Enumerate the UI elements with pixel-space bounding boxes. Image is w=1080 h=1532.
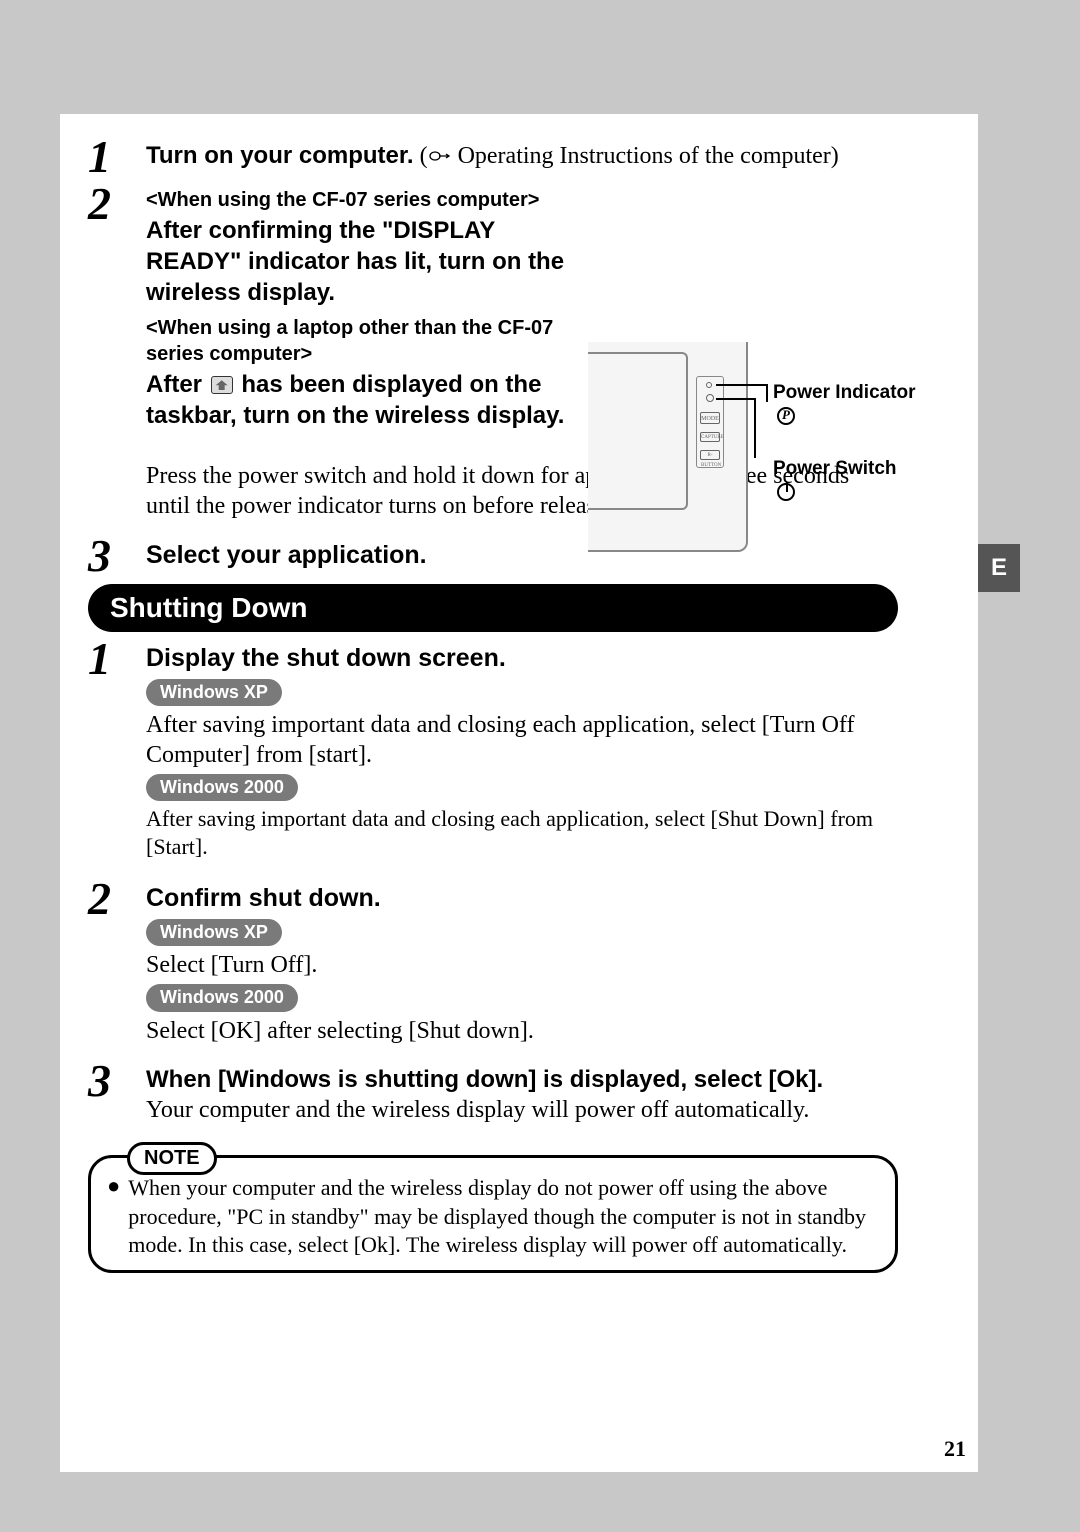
- windows-2000-pill: Windows 2000: [146, 774, 298, 801]
- page-number: 21: [944, 1436, 966, 1462]
- callout-power-switch: Power Switch: [773, 458, 918, 504]
- capture-button: CAPTURE: [700, 432, 720, 442]
- step-body: <When using the CF-07 series computer> A…: [146, 187, 586, 431]
- device-illustration: MODE CAPTURE R-BUTTON Power Indicator Po…: [588, 342, 918, 562]
- step-body: Display the shut down screen. Windows XP…: [146, 642, 898, 860]
- step-body: Confirm shut down. Windows XP Select [Tu…: [146, 882, 898, 1045]
- step-2-lower: 2 Confirm shut down. Windows XP Select […: [88, 882, 898, 1045]
- step-3-lead: Select your application.: [146, 541, 427, 569]
- windows-2000-pill: Windows 2000: [146, 984, 298, 1011]
- callout-line: [754, 398, 756, 458]
- step-2-sub2: <When using a laptop other than the CF-0…: [146, 315, 586, 367]
- side-tab: E: [978, 544, 1020, 592]
- step-1-lower-title: Display the shut down screen.: [146, 642, 898, 675]
- step-3-lower: 3 When [Windows is shutting down] is dis…: [88, 1064, 898, 1125]
- pointing-hand-icon: [428, 142, 450, 173]
- callout-power-indicator: Power Indicator: [773, 382, 918, 428]
- mode-button: MODE: [700, 412, 720, 424]
- step-2-bold2a: After: [146, 371, 202, 398]
- page: E 1 Turn on your computer. ( Operating I…: [60, 60, 1020, 1472]
- note-box: NOTE ● When your computer and the wirele…: [88, 1155, 898, 1273]
- device-screen: [588, 352, 688, 510]
- step-2-lower-title: Confirm shut down.: [146, 882, 898, 915]
- step-number: 1: [88, 632, 132, 685]
- rbutton-button: R-BUTTON: [700, 450, 720, 460]
- step-number: 2: [88, 872, 132, 925]
- step-2-bold2: After has been displayed on the taskbar,…: [146, 369, 586, 431]
- step-1-w2k-text: After saving important data and closing …: [146, 805, 898, 860]
- callout-line: [716, 398, 756, 400]
- note-bullet: ● When your computer and the wireless di…: [107, 1174, 879, 1260]
- step-1-lead: Turn on your computer.: [146, 142, 414, 169]
- step-number: 3: [88, 1054, 132, 1107]
- note-label: NOTE: [127, 1142, 217, 1175]
- step-2-w2k-text: Select [OK] after selecting [Shut down].: [146, 1016, 898, 1046]
- step-3-lower-title: When [Windows is shutting down] is displ…: [146, 1064, 898, 1095]
- windows-xp-pill: Windows XP: [146, 919, 282, 946]
- step-2-bold1: After confirming the "DISPLAY READY" ind…: [146, 215, 586, 309]
- callout-text: Power Indicator: [773, 382, 916, 403]
- step-body: Turn on your computer. ( Operating Instr…: [146, 140, 898, 173]
- step-3-lower-para: Your computer and the wireless display w…: [146, 1095, 898, 1125]
- callout-text: Power Switch: [773, 458, 897, 479]
- power-indicator-led: [706, 382, 712, 388]
- side-column: [978, 114, 1020, 1472]
- step-number: 3: [88, 529, 132, 582]
- power-switch-led: [706, 394, 714, 402]
- windows-xp-pill: Windows XP: [146, 679, 282, 706]
- step-2-bold2b: has been displayed on the taskbar, turn …: [146, 371, 564, 429]
- power-indicator-icon: [777, 407, 795, 425]
- step-3-upper: 3 Select your application.: [88, 539, 898, 572]
- step-1-upper: 1 Turn on your computer. ( Operating Ins…: [88, 140, 898, 173]
- section-shutting-down: Shutting Down: [88, 584, 898, 632]
- step-body: Select your application.: [146, 539, 898, 572]
- step-number: 2: [88, 177, 132, 230]
- step-body: When [Windows is shutting down] is displ…: [146, 1064, 898, 1125]
- taskbar-icon: [211, 376, 233, 394]
- note-text: When your computer and the wireless disp…: [128, 1174, 879, 1260]
- bullet-icon: ●: [107, 1174, 120, 1198]
- callout-line: [766, 384, 768, 402]
- header-band: [60, 60, 1020, 114]
- step-2-sub1: <When using the CF-07 series computer>: [146, 187, 586, 213]
- callout-line: [716, 384, 768, 386]
- step-2-xp-text: Select [Turn Off].: [146, 950, 898, 980]
- step-1-lower: 1 Display the shut down screen. Windows …: [88, 642, 898, 860]
- step-1-paren: ( Operating Instructions of the computer…: [420, 143, 839, 169]
- step-1-ref-text: Operating Instructions of the computer): [458, 143, 839, 169]
- step-number: 1: [88, 130, 132, 183]
- content-area: 1 Turn on your computer. ( Operating Ins…: [88, 140, 898, 1273]
- step-1-xp-text: After saving important data and closing …: [146, 710, 898, 770]
- power-switch-icon: [777, 483, 795, 501]
